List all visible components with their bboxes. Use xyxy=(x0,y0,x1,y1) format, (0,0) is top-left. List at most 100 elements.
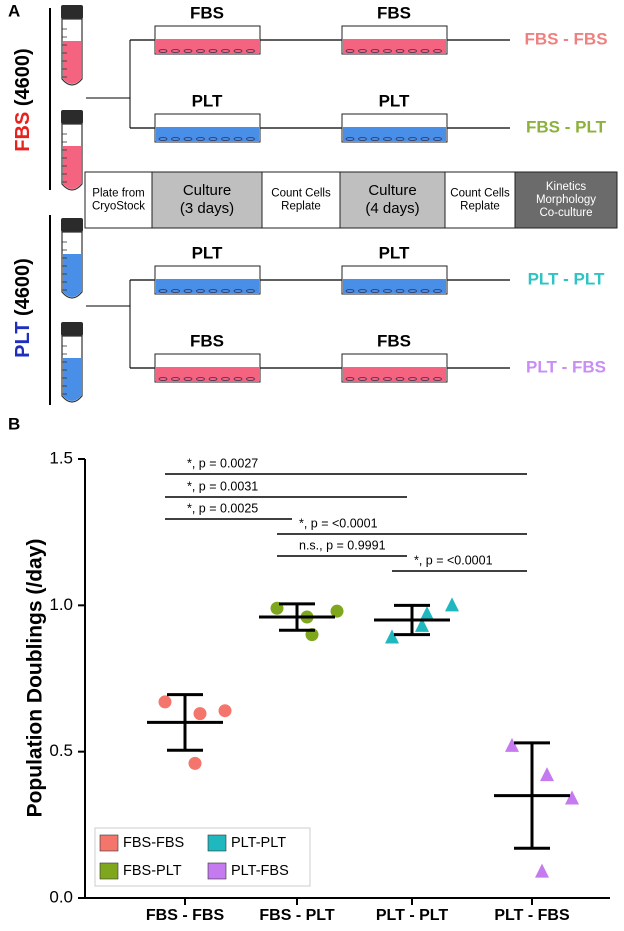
step-label: (3 days) xyxy=(180,200,234,217)
cell xyxy=(383,137,392,141)
step-label: Plate from xyxy=(92,188,144,200)
cell xyxy=(171,289,180,293)
cell xyxy=(433,137,442,141)
data-point xyxy=(540,767,554,782)
step-box xyxy=(339,171,446,229)
flask-medium xyxy=(343,39,446,53)
cell xyxy=(383,377,392,381)
row-result: FBS - FBS xyxy=(524,29,607,48)
flask-label: FBS xyxy=(377,3,411,22)
data-point xyxy=(505,737,519,752)
step-label: Morphology xyxy=(536,194,596,206)
legend-label: PLT-PLT xyxy=(231,835,286,851)
cell xyxy=(221,49,230,53)
data-point xyxy=(188,756,202,770)
cell xyxy=(208,289,218,293)
data-point xyxy=(420,606,434,621)
tube-cap xyxy=(61,110,83,124)
cell xyxy=(221,137,230,141)
step-label: Culture xyxy=(368,182,416,199)
cell xyxy=(196,289,205,293)
significance-label: *, p = 0.0025 xyxy=(187,501,258,515)
cell xyxy=(408,137,417,141)
cell xyxy=(221,289,230,293)
step-box xyxy=(444,171,516,229)
cell xyxy=(395,377,405,381)
row-result: PLT - FBS xyxy=(526,357,606,376)
cell xyxy=(196,49,205,53)
flask-medium xyxy=(156,39,259,53)
data-point xyxy=(535,863,549,878)
cell xyxy=(358,377,367,381)
x-tick-label: PLT - FBS xyxy=(494,907,570,924)
x-tick-label: FBS - PLT xyxy=(259,907,334,924)
group-name: FBS xyxy=(12,112,34,152)
cell xyxy=(358,49,367,53)
tube-medium xyxy=(63,41,81,84)
data-point xyxy=(330,604,344,618)
flask-label: PLT xyxy=(192,243,223,262)
cell xyxy=(370,137,380,141)
tube-medium xyxy=(63,146,81,189)
flask-medium xyxy=(156,367,259,381)
cell xyxy=(395,137,405,141)
legend-label: PLT-FBS xyxy=(231,863,289,879)
step-label: Count Cells xyxy=(450,188,510,200)
cell xyxy=(420,49,430,53)
data-point xyxy=(218,704,232,718)
cell xyxy=(246,49,255,53)
tube-cap xyxy=(61,218,83,232)
data-point xyxy=(385,629,399,644)
cell xyxy=(395,49,405,53)
tube-medium xyxy=(63,254,81,297)
group-label: PLT (4600) xyxy=(12,258,34,358)
step-box xyxy=(261,171,341,229)
step-box xyxy=(84,171,153,229)
flask-label: PLT xyxy=(379,243,410,262)
significance-label: *, p = 0.0027 xyxy=(187,456,258,470)
cell xyxy=(395,289,405,293)
cell xyxy=(370,49,380,53)
cell xyxy=(358,137,367,141)
cell xyxy=(196,137,205,141)
cell xyxy=(246,377,255,381)
flask-label: FBS xyxy=(190,331,224,350)
group-name: PLT xyxy=(12,322,34,358)
group-label: FBS (4600) xyxy=(12,48,34,151)
step-label: Culture xyxy=(183,182,231,199)
tube-medium xyxy=(63,358,81,401)
flask-medium xyxy=(156,127,259,141)
legend-box xyxy=(94,827,311,887)
cell xyxy=(345,137,355,141)
step-label: (4 days) xyxy=(365,200,419,217)
cell xyxy=(420,289,430,293)
significance-label: n.s., p = 0.9991 xyxy=(299,538,386,552)
cell xyxy=(345,289,355,293)
cell xyxy=(383,49,392,53)
cell xyxy=(433,49,442,53)
step-label: Replate xyxy=(460,201,500,213)
cell xyxy=(183,49,193,53)
cell xyxy=(420,377,430,381)
cell xyxy=(233,49,243,53)
tube-cap xyxy=(61,5,83,19)
cell xyxy=(158,49,168,53)
cell xyxy=(233,377,243,381)
flask-label: PLT xyxy=(379,91,410,110)
y-tick-label: 1.0 xyxy=(49,595,73,614)
cell xyxy=(358,289,367,293)
tube-cap xyxy=(61,322,83,336)
cell xyxy=(208,377,218,381)
step-label: Count Cells xyxy=(271,188,331,200)
cell xyxy=(171,137,180,141)
flask-medium xyxy=(343,367,446,381)
cell xyxy=(221,377,230,381)
flask-label: PLT xyxy=(192,91,223,110)
cell xyxy=(370,289,380,293)
step-box xyxy=(514,171,618,229)
cell xyxy=(246,137,255,141)
row-result: FBS - PLT xyxy=(526,117,607,136)
legend-swatch xyxy=(99,834,119,852)
cell xyxy=(158,289,168,293)
cell xyxy=(246,289,255,293)
